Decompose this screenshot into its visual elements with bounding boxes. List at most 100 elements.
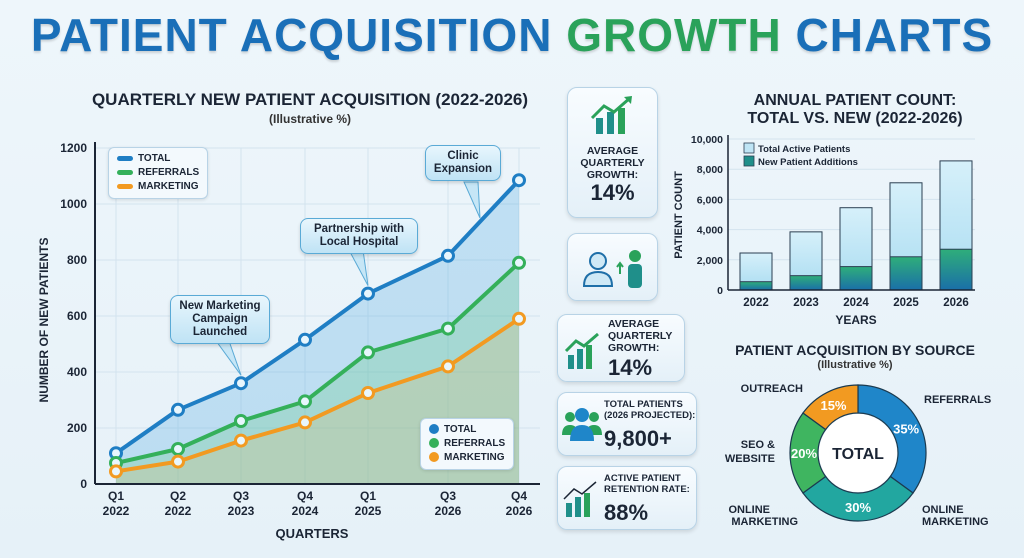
data-point-referrals	[441, 321, 455, 336]
x-tick-label: Q1	[360, 489, 376, 503]
bar-chart-title: ANNUAL PATIENT COUNT:	[753, 92, 957, 109]
bar-new-additions	[739, 281, 773, 291]
stat-value: 88%	[604, 500, 649, 525]
slice-value-label: 15%	[820, 398, 846, 413]
legend-item-referrals: REFERRALS	[429, 437, 505, 451]
legend-swatch-total-active	[743, 142, 755, 154]
stat-value: 9,800+	[604, 426, 672, 451]
x-tick-label: 2024	[843, 297, 869, 309]
x-tick-label: 2024	[292, 504, 319, 518]
donut-slice-referrals	[857, 384, 927, 494]
growth-chart-icon	[563, 481, 597, 517]
stat-card-avg-growth-2: AVERAGE QUARTERLY GROWTH: 14%	[557, 314, 685, 382]
stat-card-avg-growth: AVERAGE QUARTERLY GROWTH: 14%	[567, 87, 658, 218]
data-point-referrals	[171, 442, 185, 456]
bar-chart: 0 2,000 4,000 6,000 8,000 10,000 2022 2023 2024 2…	[673, 134, 975, 327]
outer-label-seo: SEO &	[741, 439, 775, 451]
callout-pointer	[463, 181, 481, 219]
x-tick-label: 2026	[435, 504, 462, 518]
outer-label-online-marketing: ONLINE	[728, 504, 770, 516]
donut-slice-outreach	[802, 384, 859, 431]
x-tick-label: 2023	[228, 504, 255, 518]
stat-card-total-patients: TOTAL PATIENTS (2026 PROJECTED): 9,800+	[557, 392, 697, 456]
bar-new-additions	[789, 275, 823, 291]
line-chart-subtitle: (Illustrative %)	[268, 112, 352, 126]
y-tick-label: 600	[67, 309, 87, 323]
data-point-total	[441, 248, 455, 263]
legend-item-total: TOTAL	[117, 152, 199, 166]
data-point-marketing	[441, 359, 455, 374]
data-point-referrals	[298, 394, 312, 409]
x-tick-label: 2023	[793, 297, 819, 309]
bar-new-additions	[839, 266, 873, 291]
slice-value-label: 30%	[845, 500, 871, 515]
growth-chart-icon	[564, 332, 599, 369]
y-tick-label: 800	[67, 253, 87, 267]
y-tick-label: 0	[80, 477, 87, 491]
y-tick-label: 2,000	[697, 255, 723, 267]
stat-value: 14%	[590, 180, 635, 205]
stat-label: ACTIVE PATIENT RETENTION RATE:	[604, 473, 690, 495]
data-point-marketing	[109, 464, 123, 479]
pie-chart-subtitle: (Illustrative %)	[817, 359, 893, 371]
line-chart-title: QUARTERLY NEW PATIENT ACQUISITION (2022-…	[91, 90, 529, 109]
x-tick-label: 2026	[506, 504, 533, 518]
data-point-marketing	[512, 311, 526, 326]
legend-item-marketing: MARKETING	[117, 180, 199, 194]
line-legend-bottom: TOTAL REFERRALS MARKETING	[420, 418, 515, 470]
y-tick-label: 6,000	[697, 194, 723, 206]
data-point-marketing	[298, 415, 312, 430]
x-tick-label: Q4	[297, 489, 313, 503]
outer-label-online-marketing-2: MARKETING	[922, 516, 989, 528]
donut-hole	[819, 414, 897, 492]
people-group-icon	[562, 408, 602, 441]
x-tick-label: Q3	[440, 489, 456, 503]
y-tick-label: 200	[67, 421, 87, 435]
data-point-marketing	[234, 433, 248, 448]
y-tick-label: 1000	[60, 197, 87, 211]
legend-label-total-active: Total Active Patients	[758, 144, 850, 155]
stat-card-doctor-patient	[567, 233, 658, 301]
bar-chart-subtitle: TOTAL VS. NEW (2022-2026)	[747, 110, 963, 127]
outer-label-online-marketing: MARKETING	[731, 516, 798, 528]
data-point-total	[512, 173, 526, 188]
x-tick-label: 2025	[355, 504, 382, 518]
x-tick-label: 2026	[943, 297, 969, 309]
data-point-referrals	[361, 345, 375, 360]
x-tick-label: Q4	[511, 489, 527, 503]
area-referrals	[116, 262, 519, 484]
doctor-patient-icon	[582, 250, 642, 288]
y-tick-label: 400	[67, 365, 87, 379]
data-point-total	[298, 332, 312, 347]
stat-value: 14%	[608, 355, 653, 380]
y-tick-label: 4,000	[697, 225, 723, 237]
donut-chart: 35% 30% 20% 15% TOTAL REFERRALS OUTREACH SEO & W…	[725, 383, 991, 528]
stat-label: AVERAGE QUARTERLY GROWTH:	[580, 145, 645, 181]
x-axis-label: QUARTERS	[276, 526, 349, 541]
legend-item-referrals: REFERRALS	[117, 166, 199, 180]
area-marketing	[116, 318, 519, 484]
legend-label-new-additions: New Patient Additions	[758, 157, 858, 168]
x-tick-label: 2022	[103, 504, 130, 518]
y-axis-label: NUMBER OF NEW PATIENTS	[37, 238, 51, 403]
pie-chart-title: PATIENT ACQUISITION BY SOURCE	[735, 342, 975, 358]
bar-new-additions	[939, 248, 973, 291]
annotation-hospital-partnership: Partnership with Local Hospital	[300, 218, 418, 254]
data-point-total	[361, 286, 375, 301]
slice-value-label: 35%	[893, 421, 919, 436]
x-axis-label: YEARS	[835, 313, 876, 327]
x-tick-label: Q3	[233, 489, 249, 503]
annotation-marketing-campaign: New Marketing Campaign Launched	[170, 295, 270, 344]
y-tick-label: 0	[717, 285, 723, 297]
y-tick-label: 10,000	[691, 134, 723, 146]
y-tick-label: 8,000	[697, 164, 723, 176]
stat-card-retention: ACTIVE PATIENT RETENTION RATE: 88%	[557, 466, 697, 530]
x-tick-label: Q1	[108, 489, 124, 503]
outer-label-outreach: OUTREACH	[741, 383, 803, 395]
x-tick-label: 2022	[165, 504, 192, 518]
x-tick-label: Q2	[170, 489, 186, 503]
legend-item-marketing: MARKETING	[429, 451, 505, 465]
callout-pointer	[348, 249, 369, 286]
bar-new-additions	[889, 256, 923, 291]
stat-label: TOTAL PATIENTS (2026 PROJECTED):	[604, 399, 696, 421]
